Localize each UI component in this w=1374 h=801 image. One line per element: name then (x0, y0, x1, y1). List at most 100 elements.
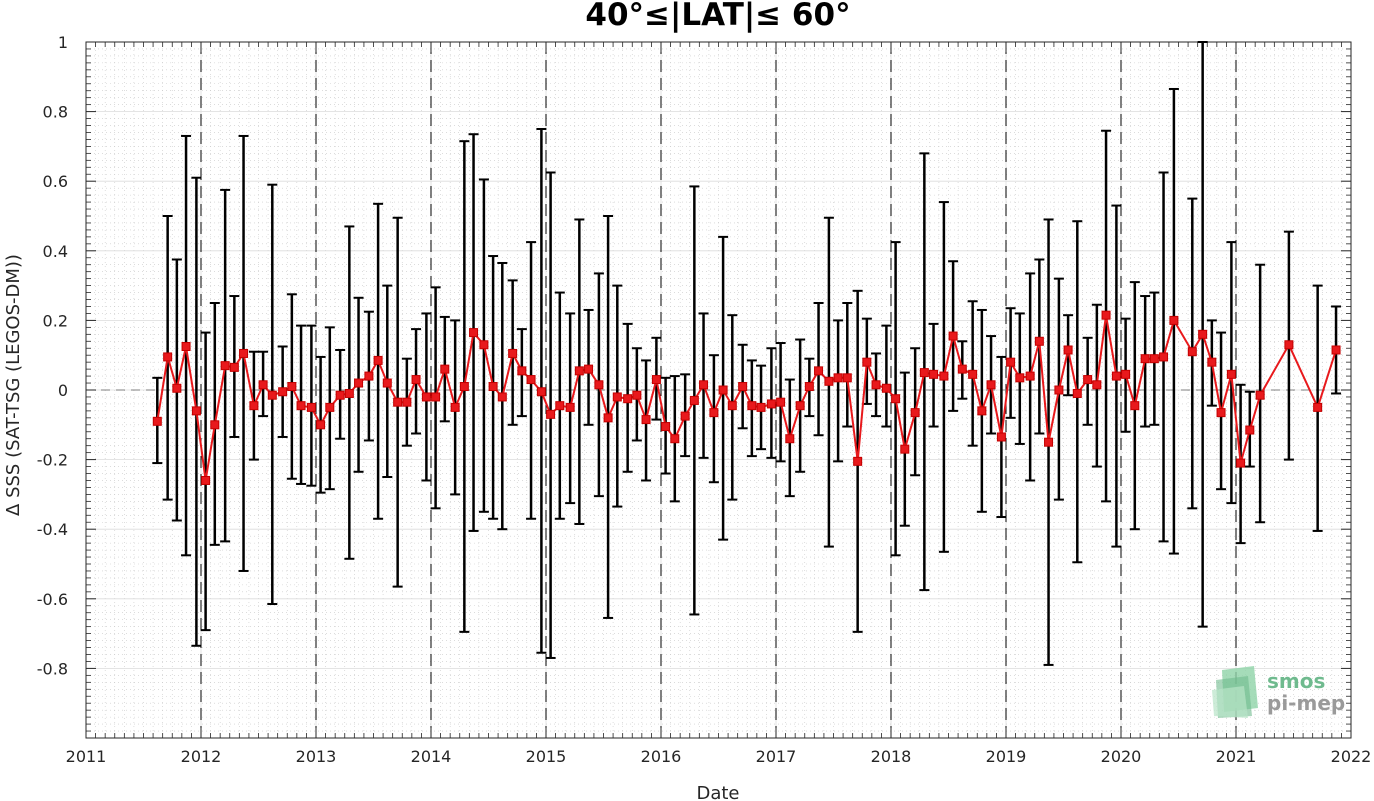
y-tick-label: 0.6 (43, 172, 68, 191)
data-point-marker (957, 364, 967, 374)
data-point-marker (526, 375, 536, 385)
grid (86, 42, 1351, 738)
data-point-marker (364, 371, 374, 381)
data-point-marker (824, 376, 834, 386)
data-point-marker (1111, 371, 1121, 381)
data-point-marker (747, 401, 757, 411)
data-point-marker (325, 402, 335, 412)
x-tick-label: 2021 (1216, 747, 1257, 766)
data-point-marker (833, 373, 843, 383)
data-point-marker (756, 402, 766, 412)
y-axis-tick-labels: -0.8 -0.6 -0.4 -0.2 0 0.2 0.4 0.6 0.8 1 (37, 33, 68, 678)
y-tick-label: 1 (58, 33, 68, 52)
data-point-marker (296, 401, 306, 411)
data-point-marker (229, 362, 239, 372)
data-point-marker (258, 380, 268, 390)
x-tick-label: 2020 (1101, 747, 1142, 766)
y-tick-label: 0.4 (43, 242, 68, 261)
data-point-marker (738, 382, 748, 392)
data-point-marker (249, 401, 259, 411)
data-point-marker (1015, 373, 1025, 383)
data-point-marker (1101, 310, 1111, 320)
data-point-marker (891, 394, 901, 404)
data-point-marker (479, 340, 489, 350)
x-tick-label: 2019 (986, 747, 1027, 766)
data-point-marker (488, 382, 498, 392)
data-point-marker (842, 373, 852, 383)
data-point-marker (881, 383, 891, 393)
data-point-marker (776, 397, 786, 407)
data-point-marker (393, 397, 403, 407)
data-point-marker (1054, 385, 1064, 395)
data-point-marker (641, 415, 651, 425)
data-point-marker (316, 420, 326, 430)
x-tick-label: 2011 (66, 747, 107, 766)
data-point-marker (181, 342, 191, 351)
data-point-marker (804, 382, 814, 392)
data-point-marker (1149, 354, 1159, 364)
y-tick-label: -0.4 (37, 520, 68, 539)
data-point-marker (1034, 336, 1044, 346)
data-point-marker (354, 378, 364, 388)
data-point-marker (1284, 340, 1294, 350)
x-tick-label: 2017 (756, 747, 797, 766)
data-point-marker (440, 364, 450, 374)
data-point-marker (402, 397, 412, 407)
y-tick-label: -0.6 (37, 590, 68, 609)
x-tick-label: 2014 (411, 747, 452, 766)
data-point-marker (459, 382, 469, 392)
data-point-marker (239, 348, 249, 358)
logo-text-smos: smos (1267, 669, 1325, 693)
series-line (156, 315, 1337, 481)
data-point-marker (267, 390, 277, 400)
data-point-marker (1245, 425, 1255, 435)
data-point-marker (1006, 357, 1016, 367)
smos-pi-mep-logo: smos pi-mep (1212, 666, 1345, 718)
data-point-marker (344, 388, 354, 398)
data-point-marker (152, 416, 162, 426)
data-point-marker (555, 401, 565, 411)
data-point-marker (699, 380, 709, 390)
data-point-marker (862, 357, 872, 367)
data-point-marker (1169, 315, 1179, 325)
data-point-marker (919, 368, 929, 378)
data-point-marker (1198, 329, 1208, 339)
data-point-marker (497, 392, 507, 402)
series-markers (152, 310, 1341, 485)
data-point-marker (795, 401, 805, 411)
data-point-marker (1130, 401, 1140, 411)
data-point-marker (910, 408, 920, 418)
x-tick-label: 2015 (526, 747, 567, 766)
data-point-marker (670, 434, 680, 444)
data-point-marker (766, 399, 776, 409)
data-point-marker (1025, 371, 1035, 381)
data-point-marker (574, 366, 584, 376)
x-tick-label: 2013 (296, 747, 337, 766)
data-point-marker (594, 380, 604, 390)
data-point-marker (1072, 388, 1082, 398)
y-tick-label: -0.2 (37, 451, 68, 470)
data-point-marker (929, 369, 939, 379)
data-point-marker (651, 375, 661, 385)
chart-title: 40°≤|LAT|≤ 60° (585, 0, 850, 33)
data-point-marker (469, 328, 479, 338)
y-tick-label: 0.2 (43, 311, 68, 330)
x-tick-label: 2016 (641, 747, 682, 766)
data-point-marker (709, 408, 719, 418)
data-point-marker (1083, 375, 1093, 385)
data-point-marker (163, 352, 173, 362)
data-point-marker (546, 409, 556, 419)
x-tick-label: 2022 (1331, 747, 1372, 766)
data-point-marker (1187, 347, 1197, 357)
data-point-marker (1331, 345, 1341, 355)
data-point-marker (977, 406, 987, 416)
data-point-marker (1121, 369, 1131, 379)
data-point-marker (411, 375, 421, 385)
data-point-marker (565, 402, 575, 412)
data-point-marker (632, 390, 642, 400)
data-point-marker (172, 383, 182, 393)
data-point-marker (986, 380, 996, 390)
data-point-marker (1216, 408, 1226, 418)
data-point-marker (871, 380, 881, 390)
